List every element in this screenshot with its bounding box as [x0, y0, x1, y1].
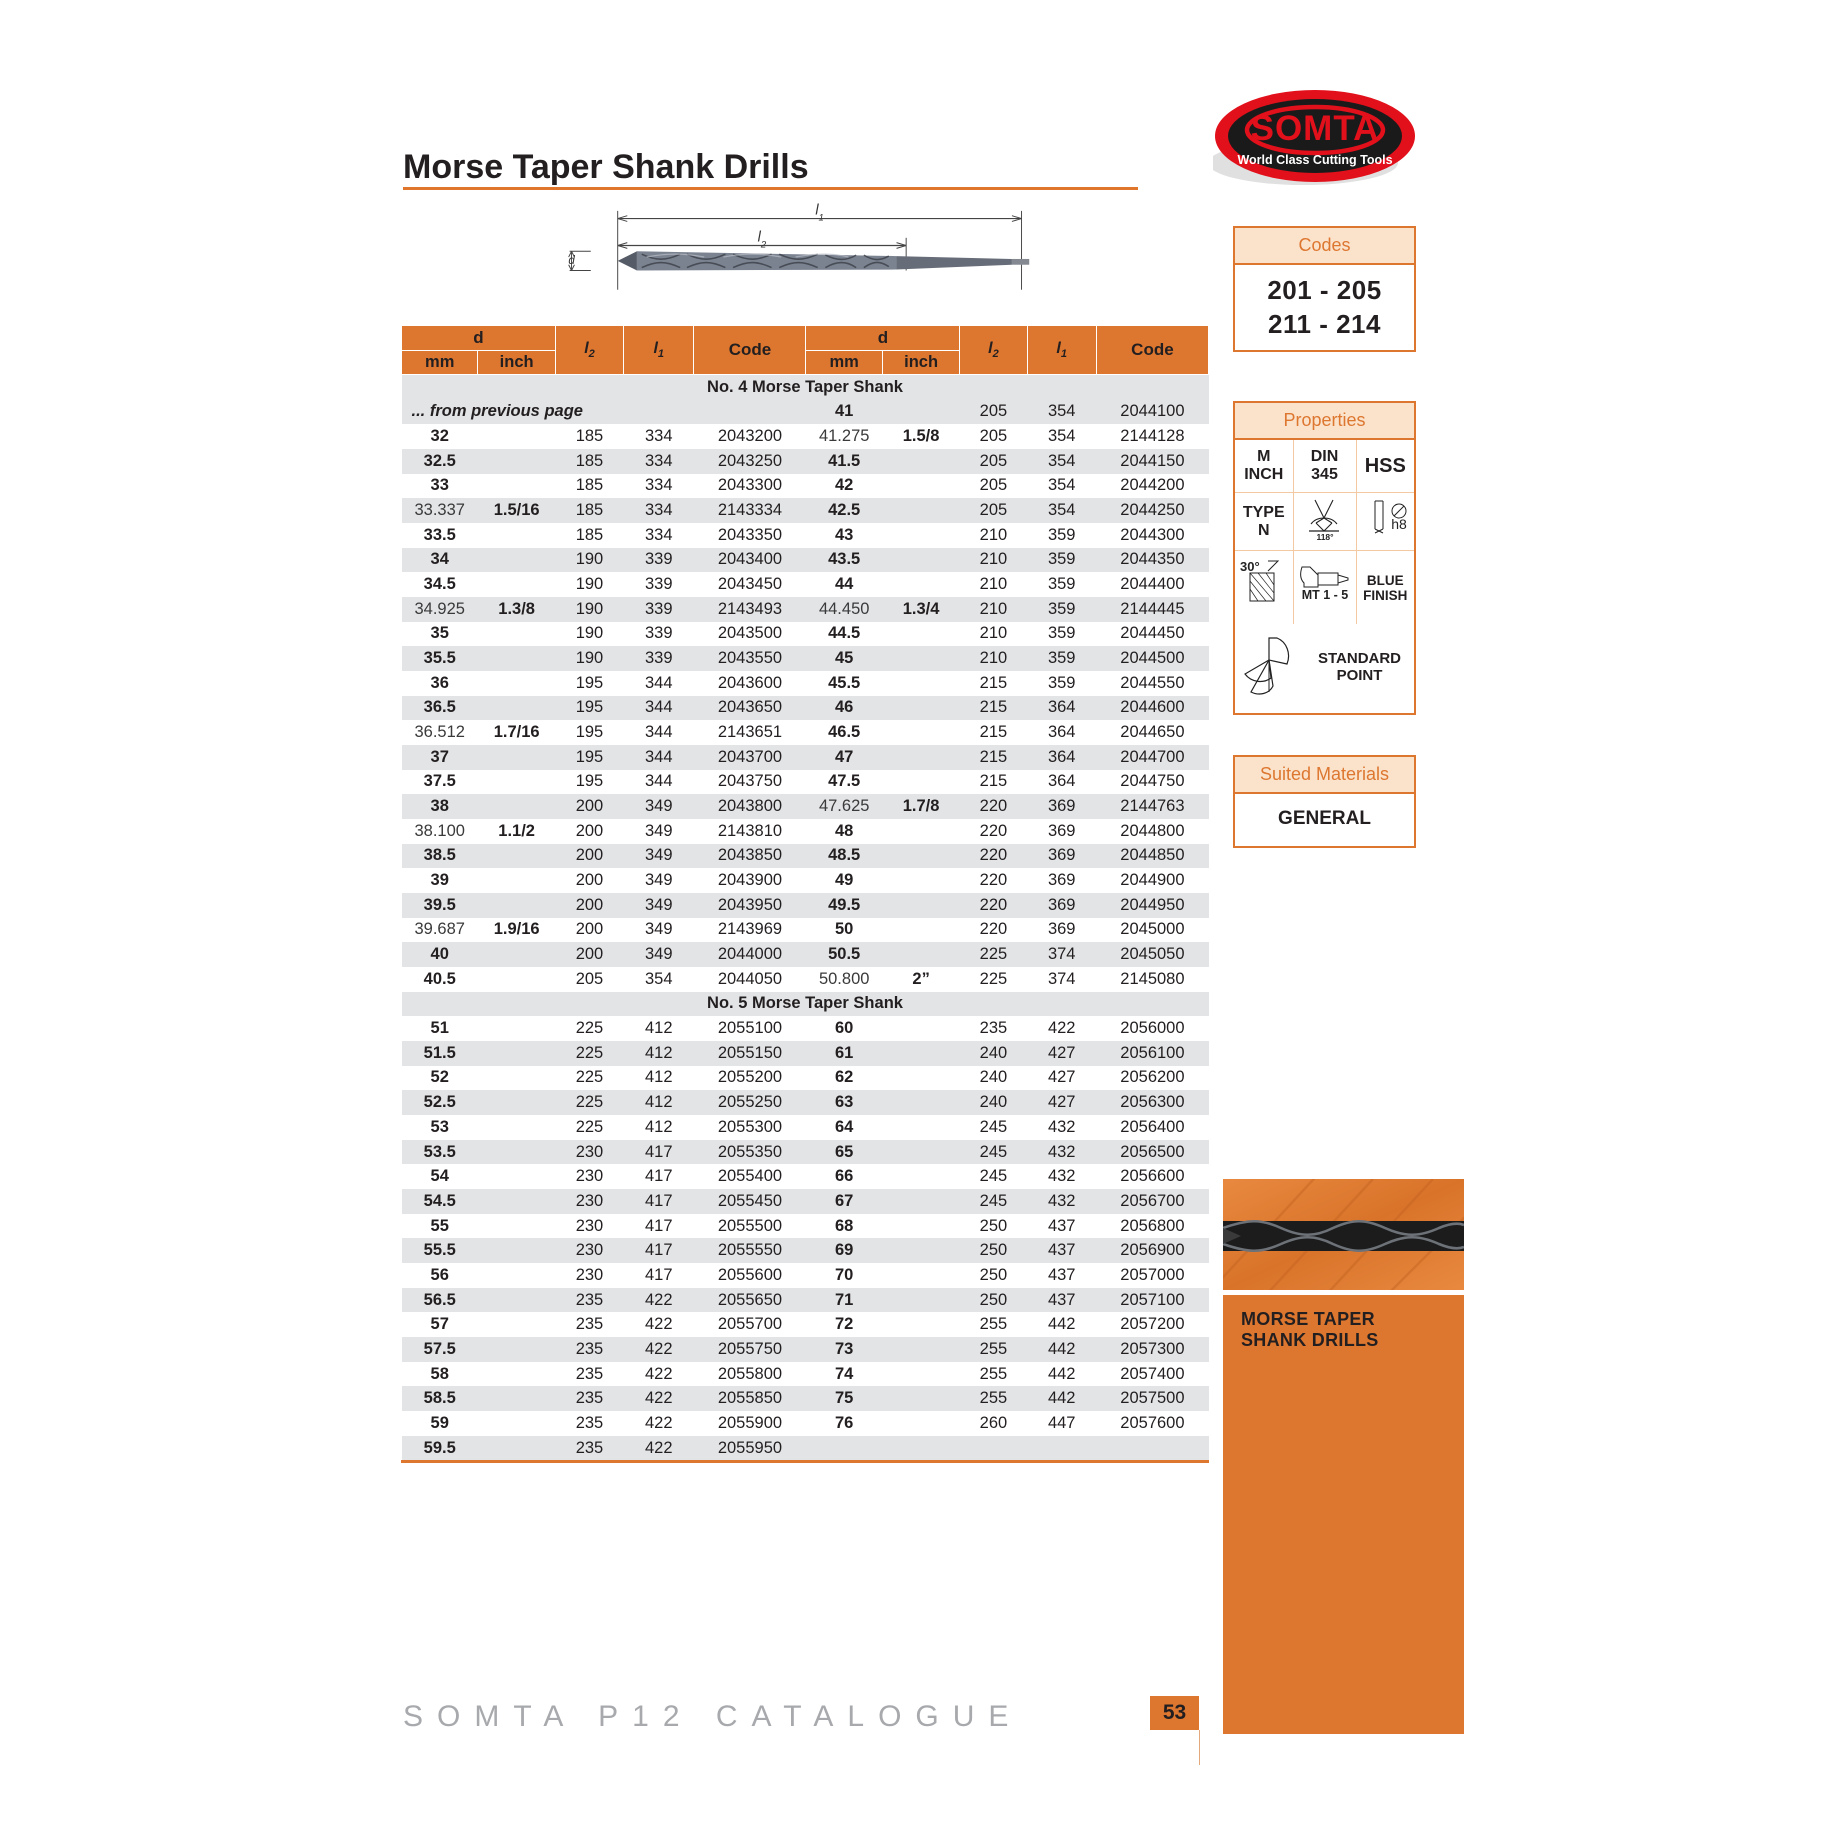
svg-text:MT 1 - 5: MT 1 - 5: [1301, 588, 1348, 602]
svg-text:118°: 118°: [1316, 532, 1334, 541]
svg-text:h8: h8: [1391, 516, 1407, 532]
svg-text:SOMTA: SOMTA: [1251, 109, 1380, 148]
svg-text:l1: l1: [815, 203, 824, 223]
svg-text:30°: 30°: [1240, 559, 1260, 574]
svg-text:World Class Cutting Tools: World Class Cutting Tools: [1237, 153, 1392, 167]
svg-text:d: d: [568, 255, 575, 267]
svg-text:l2: l2: [758, 230, 767, 251]
